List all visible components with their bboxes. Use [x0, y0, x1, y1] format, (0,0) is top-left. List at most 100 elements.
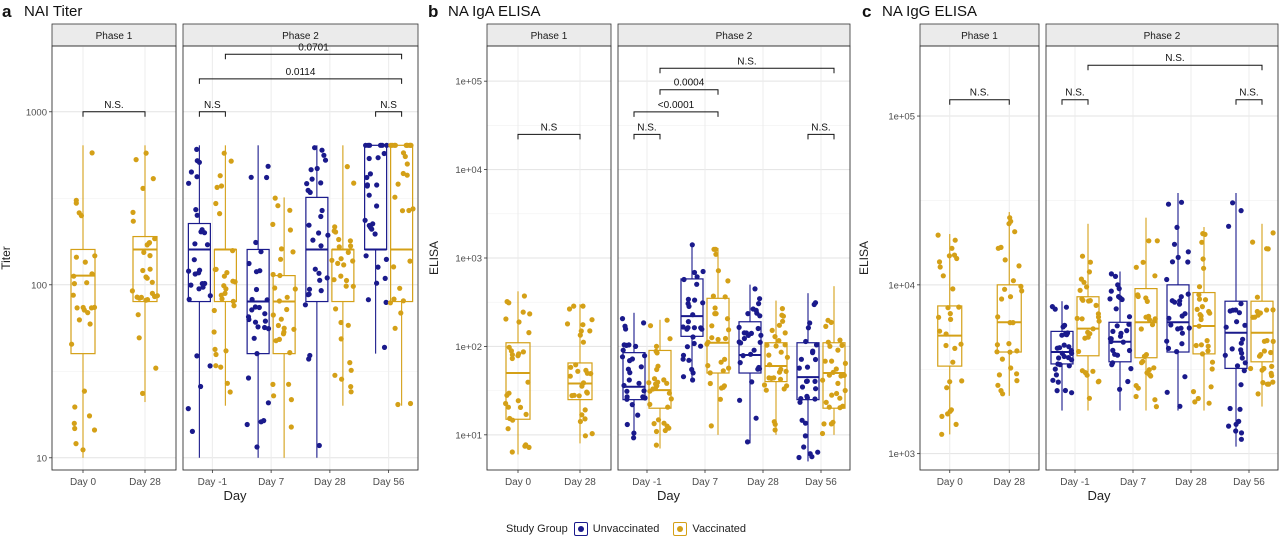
- data-point: [400, 150, 407, 156]
- data-point: [318, 180, 324, 186]
- data-point: [1250, 314, 1256, 320]
- data-point: [366, 192, 372, 198]
- data-point: [381, 150, 387, 157]
- data-point: [783, 368, 789, 374]
- y-tick-label: 1e+01: [455, 430, 482, 441]
- data-point: [192, 241, 198, 247]
- data-point: [505, 404, 511, 410]
- data-point: [661, 377, 667, 383]
- data-point: [580, 339, 587, 345]
- data-point: [686, 357, 692, 363]
- data-point: [1153, 404, 1159, 410]
- data-point: [264, 174, 270, 181]
- data-point: [395, 401, 401, 408]
- data-point: [374, 203, 380, 209]
- box-iqr: [187, 222, 211, 303]
- data-point: [335, 260, 341, 266]
- data-point: [772, 427, 778, 433]
- x-tick-label: Day 7: [258, 477, 285, 488]
- data-point: [78, 213, 84, 219]
- data-point: [810, 348, 816, 354]
- x-tick-label: Day 7: [692, 477, 719, 488]
- data-point: [307, 352, 313, 359]
- data-point: [270, 312, 276, 318]
- legend-key-vaccinated: Vaccinated: [673, 522, 746, 536]
- data-point: [826, 372, 833, 378]
- data-point: [186, 180, 192, 186]
- data-point: [1223, 324, 1229, 330]
- data-point: [146, 240, 153, 246]
- data-point: [375, 155, 381, 161]
- data-point: [193, 207, 199, 213]
- data-point: [374, 182, 380, 188]
- data-point: [1233, 307, 1239, 313]
- facet-strip-label: Phase 2: [282, 31, 319, 42]
- box-unvaccinated-day56: [1222, 193, 1248, 447]
- data-point: [503, 316, 509, 322]
- bracket-line: [517, 133, 581, 140]
- data-point: [1175, 254, 1181, 260]
- data-point: [392, 194, 398, 200]
- data-point: [1238, 436, 1244, 442]
- data-point: [1117, 386, 1123, 392]
- data-point: [253, 286, 260, 293]
- data-point: [1120, 339, 1126, 345]
- data-point: [149, 279, 155, 285]
- data-point: [1056, 355, 1062, 361]
- data-point: [575, 368, 581, 374]
- box-iqr: [567, 362, 593, 401]
- data-point: [1238, 208, 1244, 214]
- data-point: [345, 322, 351, 328]
- data-point: [1241, 368, 1247, 374]
- data-point: [1110, 347, 1116, 353]
- box-vaccinated-day56: [819, 286, 849, 437]
- data-point: [1179, 341, 1185, 347]
- facet-strip-label: Phase 2: [1144, 31, 1181, 42]
- data-point: [217, 173, 223, 179]
- data-point: [1205, 348, 1211, 354]
- data-point: [685, 325, 691, 331]
- data-point: [1234, 363, 1241, 369]
- data-point: [812, 378, 818, 384]
- box-iqr: [390, 144, 414, 303]
- box-iqr: [648, 349, 672, 409]
- data-point: [841, 372, 847, 378]
- data-point: [624, 394, 630, 400]
- data-point: [842, 360, 849, 366]
- data-point: [265, 326, 272, 332]
- data-point: [199, 281, 205, 287]
- x-tick-label: Day 56: [805, 477, 837, 488]
- data-point: [823, 399, 829, 405]
- data-point: [1049, 304, 1055, 310]
- data-point: [813, 386, 819, 392]
- data-point: [1076, 348, 1082, 355]
- data-point: [1054, 388, 1060, 394]
- data-point: [1133, 264, 1139, 270]
- data-point: [230, 298, 236, 304]
- data-point: [319, 147, 325, 153]
- data-point: [515, 398, 521, 404]
- data-point: [133, 157, 139, 163]
- data-point: [1110, 328, 1116, 334]
- data-point: [744, 439, 751, 445]
- data-point: [757, 313, 763, 319]
- data-point: [204, 242, 211, 248]
- data-point: [1050, 377, 1056, 383]
- data-point: [1265, 246, 1271, 252]
- data-point: [1012, 229, 1018, 235]
- data-point: [1258, 352, 1264, 358]
- data-point: [73, 197, 79, 203]
- data-point: [994, 342, 1001, 348]
- data-point: [767, 362, 773, 368]
- data-point: [1079, 316, 1085, 322]
- data-point: [331, 228, 337, 234]
- panel-border: [919, 45, 1040, 471]
- data-point: [830, 369, 836, 375]
- data-point: [383, 299, 389, 305]
- x-tick-label: Day 28: [314, 477, 346, 488]
- data-point: [1202, 297, 1209, 303]
- data-point: [365, 297, 371, 303]
- box-iqr: [764, 342, 788, 383]
- data-point: [348, 367, 354, 373]
- data-point: [140, 390, 146, 396]
